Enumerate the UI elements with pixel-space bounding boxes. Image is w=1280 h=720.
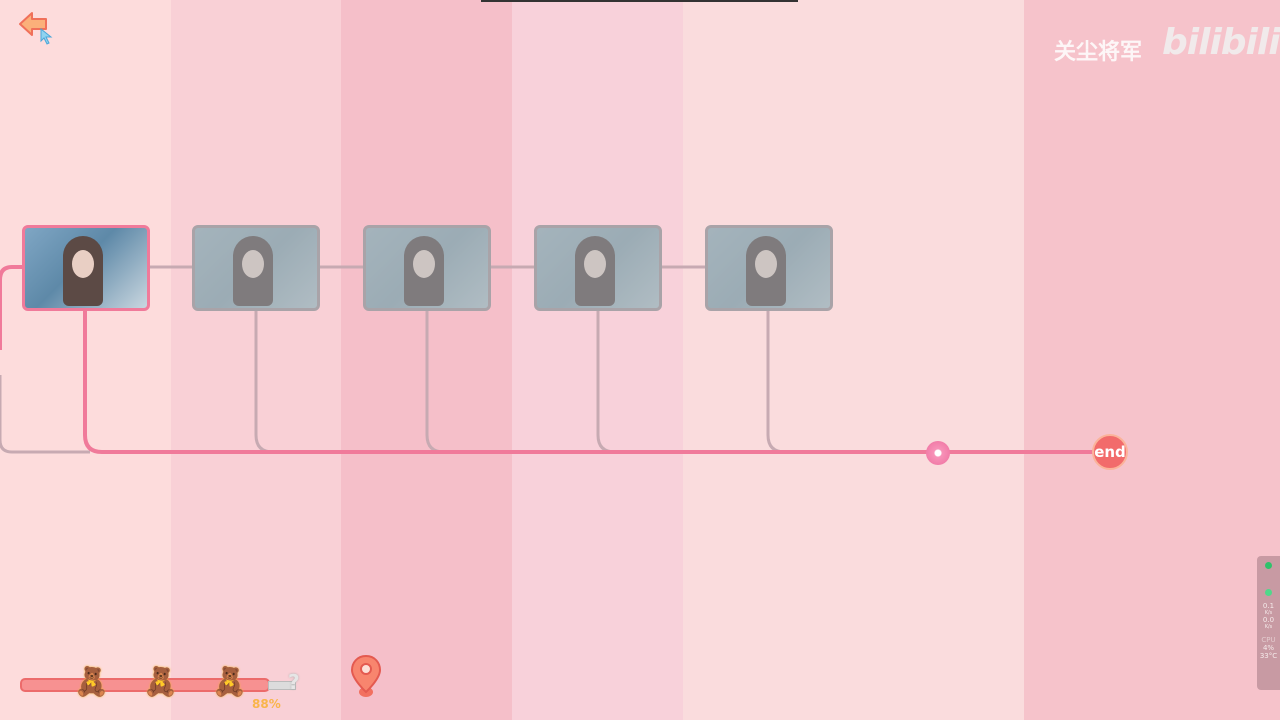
- status-dot: [1265, 589, 1272, 596]
- top-bar: [481, 0, 798, 2]
- unknown-marker: ?: [288, 670, 300, 694]
- cpu-label: CPU: [1261, 636, 1276, 644]
- end-node[interactable]: end: [1092, 434, 1128, 470]
- branch-line: [766, 308, 786, 454]
- timeline-node-3[interactable]: [363, 225, 491, 311]
- branch-line: [596, 308, 616, 454]
- bear-icon: 🧸: [212, 665, 247, 698]
- timeline-node-1[interactable]: [22, 225, 150, 311]
- back-arrow-icon: [19, 12, 47, 36]
- active-path: [83, 308, 1095, 454]
- branch-line: [254, 308, 274, 454]
- bilibili-logo: bilibili: [1162, 22, 1280, 63]
- timeline-node-4[interactable]: [534, 225, 662, 311]
- bg-column: [683, 0, 1024, 720]
- location-pin-icon[interactable]: [350, 654, 382, 700]
- bear-icon: 🧸: [74, 665, 109, 698]
- upload-unit: K/s: [1264, 610, 1273, 616]
- upload-speed: 0.1: [1262, 602, 1275, 610]
- active-path: [0, 265, 22, 350]
- timeline-node-5[interactable]: [705, 225, 833, 311]
- cpu-usage: 4%: [1262, 644, 1275, 652]
- bg-column: [1024, 0, 1280, 720]
- download-unit: K/s: [1264, 624, 1273, 630]
- timeline-node-2[interactable]: [192, 225, 320, 311]
- progress-percent: 88%: [252, 697, 281, 711]
- progress-bar-remaining: [268, 681, 296, 690]
- bear-icon: 🧸: [143, 665, 178, 698]
- status-dot: [1265, 562, 1272, 569]
- back-button[interactable]: [18, 10, 50, 42]
- cpu-temp: 33°C: [1259, 652, 1278, 660]
- watermark-author: 关尘将军: [1054, 40, 1143, 65]
- cursor-icon: [40, 28, 53, 45]
- branch-line: [425, 308, 445, 454]
- download-speed: 0.0: [1262, 616, 1275, 624]
- branch-line: [0, 375, 90, 454]
- current-position-marker[interactable]: [926, 441, 950, 465]
- system-monitor: 0.1 K/s 0.0 K/s CPU 4% 33°C: [1257, 556, 1280, 690]
